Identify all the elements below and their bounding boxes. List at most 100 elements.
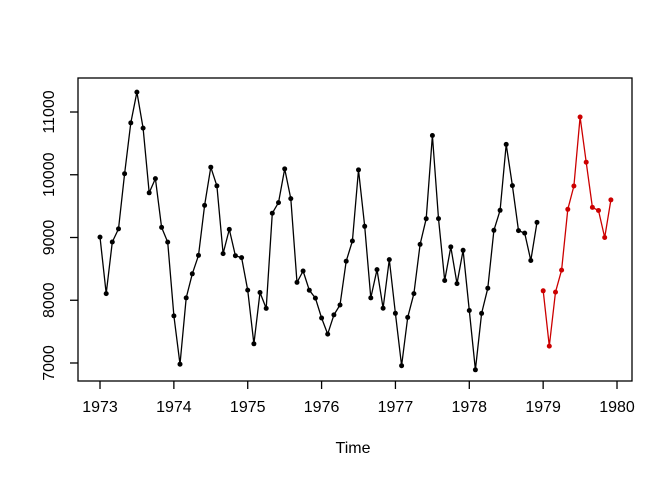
x-tick-label: 1975: [230, 399, 266, 416]
data-point: [183, 295, 189, 301]
data-point: [472, 367, 478, 373]
x-tick-label: 1979: [525, 399, 561, 416]
data-point: [448, 244, 454, 250]
data-point: [491, 227, 497, 233]
data-point: [417, 241, 423, 247]
data-point: [103, 291, 109, 297]
plot-border: [77, 77, 633, 382]
data-point: [399, 363, 405, 369]
data-point: [189, 271, 195, 277]
data-point: [134, 89, 140, 95]
data-point: [214, 183, 220, 189]
data-point: [503, 141, 509, 147]
data-point: [466, 308, 472, 313]
data-point: [374, 267, 380, 273]
data-point: [263, 305, 269, 311]
data-point: [343, 258, 349, 264]
data-point: [540, 288, 546, 294]
data-point: [116, 226, 121, 232]
series-layer: [97, 89, 614, 373]
data-point: [485, 285, 491, 291]
y-tick-label: 9000: [41, 220, 58, 256]
data-point: [436, 216, 441, 222]
data-point: [559, 267, 565, 273]
series-line-observed-monthly-1973-1978: [99, 91, 538, 371]
data-point: [282, 166, 288, 172]
data-point: [159, 224, 165, 230]
data-point: [583, 159, 589, 165]
data-point: [596, 208, 601, 213]
data-point: [608, 197, 614, 203]
data-point: [429, 133, 435, 138]
data-point: [226, 226, 232, 232]
data-point: [312, 295, 318, 301]
data-point: [208, 164, 214, 170]
data-point: [386, 257, 392, 263]
x-tick-label: 1980: [599, 399, 635, 416]
data-point: [442, 278, 448, 283]
data-point: [423, 216, 429, 222]
data-point: [294, 279, 300, 285]
data-point: [411, 291, 417, 297]
data-point: [306, 287, 312, 293]
data-point: [232, 253, 238, 259]
data-point: [362, 223, 368, 229]
data-point: [97, 234, 103, 240]
series-line-forecast-monthly-1979: [542, 116, 612, 347]
data-point: [392, 310, 398, 316]
data-point: [300, 268, 306, 274]
x-tick-label: 1977: [378, 399, 414, 416]
data-point: [177, 361, 183, 367]
data-point: [509, 183, 515, 189]
data-point: [368, 295, 374, 301]
x-tick-label: 1974: [156, 399, 192, 416]
x-axis-title: Time: [336, 440, 371, 457]
data-point: [202, 202, 208, 208]
data-point: [251, 341, 257, 347]
data-point: [245, 287, 251, 293]
data-point: [146, 190, 152, 196]
data-point: [276, 200, 281, 206]
data-point: [553, 289, 558, 295]
data-point: [239, 255, 245, 261]
data-point: [380, 305, 386, 311]
data-point: [325, 331, 331, 337]
data-point: [349, 238, 355, 244]
data-point: [220, 251, 226, 257]
data-point: [196, 252, 201, 258]
y-tick-label: 7000: [41, 345, 58, 381]
x-tick-label: 1978: [451, 399, 487, 416]
data-point: [571, 183, 577, 189]
x-axis: 1973 1974 1975 1976 1977 1978 1979 1980: [82, 381, 635, 416]
data-point: [288, 196, 294, 202]
data-point: [497, 207, 503, 213]
data-point: [460, 247, 466, 253]
data-point: [454, 281, 460, 287]
data-point: [319, 315, 325, 321]
data-point: [269, 210, 275, 216]
data-point: [546, 343, 552, 349]
data-point: [356, 167, 361, 173]
data-point: [171, 313, 177, 319]
y-tick-label: 8000: [41, 282, 58, 318]
data-point: [405, 314, 411, 320]
data-point: [257, 290, 263, 295]
data-point: [522, 230, 528, 236]
data-point: [516, 228, 521, 234]
x-tick-label: 1973: [82, 399, 118, 416]
data-point: [528, 258, 534, 263]
x-tick-label: 1976: [304, 399, 340, 416]
data-point: [602, 235, 608, 240]
data-point: [165, 239, 171, 245]
data-point: [589, 204, 595, 210]
y-axis: 7000 8000 9000 10000 11000: [41, 90, 78, 381]
data-point: [331, 312, 337, 318]
data-point: [122, 171, 128, 177]
data-point: [140, 125, 146, 131]
data-point: [565, 206, 571, 212]
data-point: [479, 310, 485, 316]
y-tick-label: 10000: [41, 152, 58, 197]
data-point: [577, 114, 583, 120]
y-tick-label: 11000: [41, 90, 58, 133]
